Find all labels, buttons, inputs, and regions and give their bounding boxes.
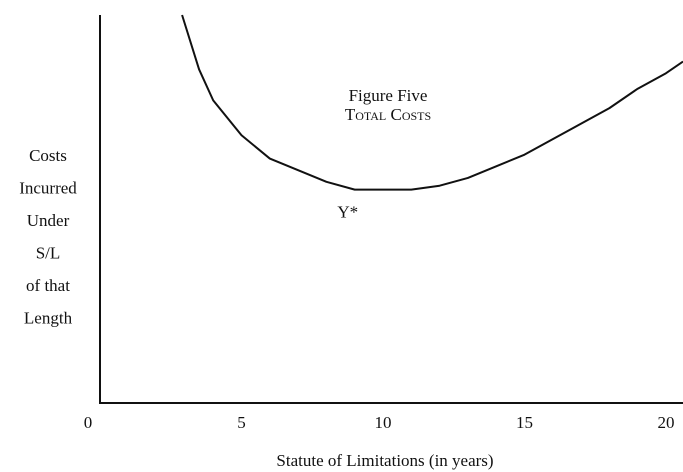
chart-subtitle: Total Costs: [345, 105, 431, 124]
y-axis-label: Under: [27, 211, 70, 230]
chart-title: Figure Five: [349, 86, 428, 105]
y-axis-label: Costs: [29, 146, 67, 165]
x-tick-label: 0: [84, 413, 93, 432]
x-tick-label: 20: [658, 413, 675, 432]
x-tick-label: 5: [237, 413, 246, 432]
curve: [181, 14, 683, 191]
y-axis-label: S/L: [36, 243, 61, 262]
y-axis-label: Incurred: [19, 178, 77, 197]
x-tick-label: 15: [516, 413, 533, 432]
x-axis-label: Statute of Limitations (in years): [276, 451, 493, 470]
x-tick-label: 10: [375, 413, 392, 432]
y-axis-label: Length: [24, 308, 73, 327]
y-axis-label: of that: [26, 276, 70, 295]
annotation: Y*: [337, 203, 358, 222]
